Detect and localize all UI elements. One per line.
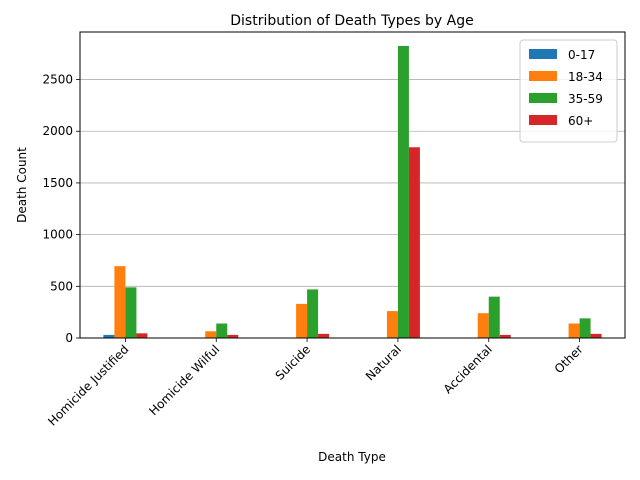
y-tick-label: 500 [50,279,73,293]
bar [205,331,217,338]
chart-title: Distribution of Death Types by Age [230,13,473,29]
legend-swatch [529,115,557,125]
bar [408,147,420,338]
bar [579,318,591,338]
bar [499,334,511,338]
legend-swatch [529,71,557,81]
legend-label: 18-34 [568,70,603,84]
bar [477,313,489,338]
y-tick-label: 1000 [42,228,73,242]
bar [307,289,319,338]
legend-swatch [529,49,557,59]
bar [216,323,228,338]
legend: 0-17 18-34 35-59 60+ [519,39,618,143]
y-axis-ticks: 0 500 1000 1500 2000 2500 [42,73,80,345]
legend-swatch [529,93,557,103]
bar [227,334,239,338]
bar [125,287,137,338]
y-tick-label: 0 [65,331,73,345]
bar [590,333,602,338]
bars [103,45,602,338]
bar [318,333,330,338]
y-tick-label: 2000 [42,124,73,138]
y-axis-label: Death Count [15,147,29,223]
x-axis-ticks: Homicide Justified Homicide Wilful Suicide… [45,338,586,429]
x-axis-label: Death Type [318,450,386,464]
bar [488,296,500,338]
x-tick-label: Other [552,342,586,376]
y-tick-label: 2500 [42,73,73,87]
x-tick-label: Homicide Justified [45,342,131,428]
legend-label: 60+ [568,114,593,128]
x-tick-label: Suicide [273,342,314,383]
bar [103,334,115,338]
plot-area-frame [79,31,626,339]
bar [397,45,409,338]
bar [568,323,580,338]
x-tick-label: Homicide Wilful [146,342,222,418]
bar [136,333,148,338]
bar [386,311,398,338]
bar [296,303,308,338]
x-tick-label: Natural [363,342,404,383]
bar [114,266,126,338]
x-tick-label: Accidental [441,342,495,396]
legend-label: 35-59 [568,92,603,106]
legend-label: 0-17 [568,48,595,62]
y-tick-label: 1500 [42,176,73,190]
